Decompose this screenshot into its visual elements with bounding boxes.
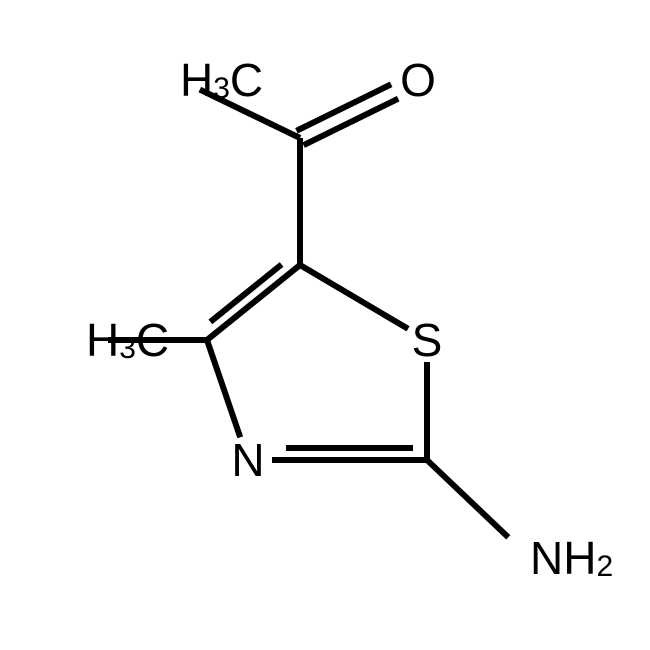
bond-line	[207, 340, 240, 437]
atom-label-nh2: NH2	[530, 532, 613, 584]
molecule-diagram: S N NH2 H3C O H3C	[0, 0, 650, 650]
bond-line	[300, 265, 408, 329]
bond-line	[207, 265, 300, 340]
bond-line	[210, 264, 281, 321]
atom-label-s: S	[412, 314, 443, 366]
atom-label-me4: H3C	[86, 314, 169, 366]
atom-label-n3: N	[231, 434, 264, 486]
bond-line	[427, 460, 508, 537]
atom-label-me6: H3C	[180, 54, 263, 106]
atom-label-o: O	[400, 54, 436, 106]
